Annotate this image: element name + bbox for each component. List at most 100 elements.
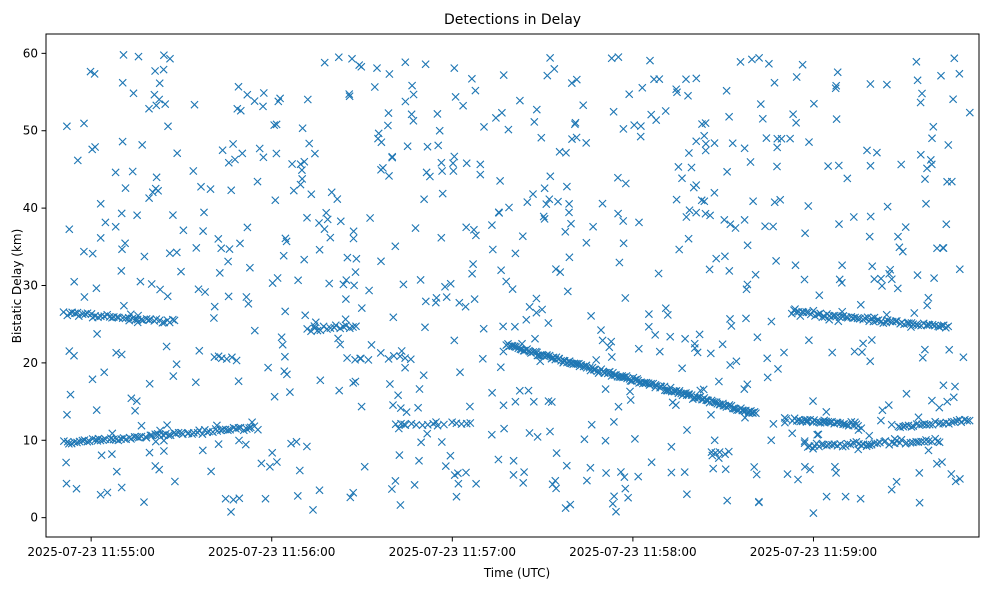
detection-point bbox=[650, 75, 658, 84]
detection-point bbox=[525, 302, 534, 311]
detection-point bbox=[134, 311, 143, 320]
detection-point bbox=[231, 424, 240, 433]
detection-point bbox=[878, 281, 886, 290]
detection-point bbox=[809, 99, 818, 108]
detection-point bbox=[121, 239, 130, 248]
detection-point bbox=[923, 164, 931, 173]
detection-point bbox=[207, 467, 216, 476]
detection-point bbox=[345, 90, 354, 99]
detection-point bbox=[231, 155, 239, 164]
detection-point bbox=[866, 212, 875, 221]
detection-point bbox=[148, 188, 157, 197]
detection-point bbox=[471, 86, 480, 95]
detection-point bbox=[562, 182, 571, 191]
detection-point bbox=[449, 167, 458, 175]
y-tick-label: 30 bbox=[23, 279, 38, 293]
detection-point bbox=[865, 431, 874, 440]
detection-point bbox=[830, 462, 839, 471]
detection-point bbox=[529, 397, 538, 406]
detection-point bbox=[259, 153, 268, 162]
detection-point bbox=[565, 253, 574, 262]
detection-point bbox=[586, 463, 595, 472]
detection-point bbox=[142, 433, 151, 442]
detection-point bbox=[238, 149, 247, 158]
detection-point bbox=[546, 172, 555, 181]
y-tick-label: 50 bbox=[23, 124, 38, 138]
detection-point bbox=[882, 310, 891, 319]
detection-point bbox=[466, 419, 475, 427]
detection-point bbox=[944, 141, 953, 149]
detection-point bbox=[607, 353, 616, 361]
detection-point bbox=[887, 485, 896, 494]
detection-point bbox=[189, 167, 198, 175]
detection-point bbox=[162, 342, 171, 351]
x-tick-label: 2025-07-23 11:59:00 bbox=[750, 545, 877, 559]
detection-point bbox=[117, 209, 126, 218]
detection-point bbox=[915, 468, 924, 477]
detection-point bbox=[773, 143, 782, 152]
detection-point bbox=[878, 406, 887, 415]
detection-point bbox=[118, 245, 126, 254]
detection-point bbox=[532, 294, 541, 303]
detection-point bbox=[935, 403, 944, 412]
detection-point bbox=[272, 149, 281, 158]
detection-point bbox=[554, 197, 562, 206]
detection-point bbox=[928, 320, 937, 329]
detection-point bbox=[935, 438, 944, 447]
detection-point bbox=[307, 190, 316, 199]
detection-point bbox=[523, 198, 532, 207]
detection-point bbox=[280, 352, 289, 361]
detection-point bbox=[723, 496, 732, 505]
detection-point bbox=[916, 98, 925, 107]
detection-point bbox=[872, 148, 881, 157]
detection-point bbox=[925, 420, 934, 429]
detection-point bbox=[403, 142, 412, 151]
detection-point bbox=[243, 90, 252, 99]
detection-point bbox=[751, 270, 760, 279]
detection-point bbox=[242, 425, 251, 433]
detection-point bbox=[661, 304, 670, 313]
detection-point bbox=[345, 92, 354, 101]
detection-point bbox=[391, 242, 400, 251]
detection-point bbox=[360, 462, 369, 471]
detection-point bbox=[902, 389, 911, 398]
detection-point bbox=[877, 274, 885, 283]
detection-point bbox=[755, 53, 764, 62]
detection-point bbox=[685, 206, 694, 215]
detection-point bbox=[391, 476, 400, 485]
detection-point bbox=[92, 406, 101, 415]
detection-point bbox=[441, 462, 450, 471]
detection-point bbox=[496, 363, 505, 372]
detection-point bbox=[459, 101, 468, 110]
detection-point bbox=[462, 468, 470, 477]
detection-point bbox=[619, 239, 628, 248]
detection-point bbox=[66, 390, 75, 399]
detection-point bbox=[446, 451, 455, 460]
detection-point bbox=[509, 456, 518, 465]
detection-point bbox=[336, 340, 345, 349]
detection-point bbox=[533, 432, 542, 441]
detection-point bbox=[305, 139, 314, 148]
detection-point bbox=[636, 132, 645, 141]
detection-point bbox=[80, 119, 88, 128]
detection-point bbox=[165, 249, 174, 258]
detection-point bbox=[412, 420, 421, 429]
detection-point bbox=[224, 158, 233, 167]
detection-point bbox=[780, 348, 788, 357]
detection-point bbox=[504, 125, 513, 134]
detection-point bbox=[456, 368, 464, 377]
detection-point bbox=[794, 475, 802, 484]
detection-point bbox=[831, 84, 840, 93]
detection-point bbox=[370, 83, 379, 91]
detection-point bbox=[118, 137, 127, 146]
detection-point bbox=[250, 326, 259, 335]
detection-point bbox=[242, 293, 251, 301]
detection-point bbox=[218, 146, 227, 155]
detection-point bbox=[661, 107, 670, 115]
detection-point bbox=[221, 494, 230, 503]
detection-point bbox=[296, 180, 305, 189]
detection-point bbox=[555, 147, 564, 156]
detection-point bbox=[736, 57, 745, 66]
detection-point bbox=[450, 152, 459, 161]
detection-point bbox=[809, 397, 817, 406]
